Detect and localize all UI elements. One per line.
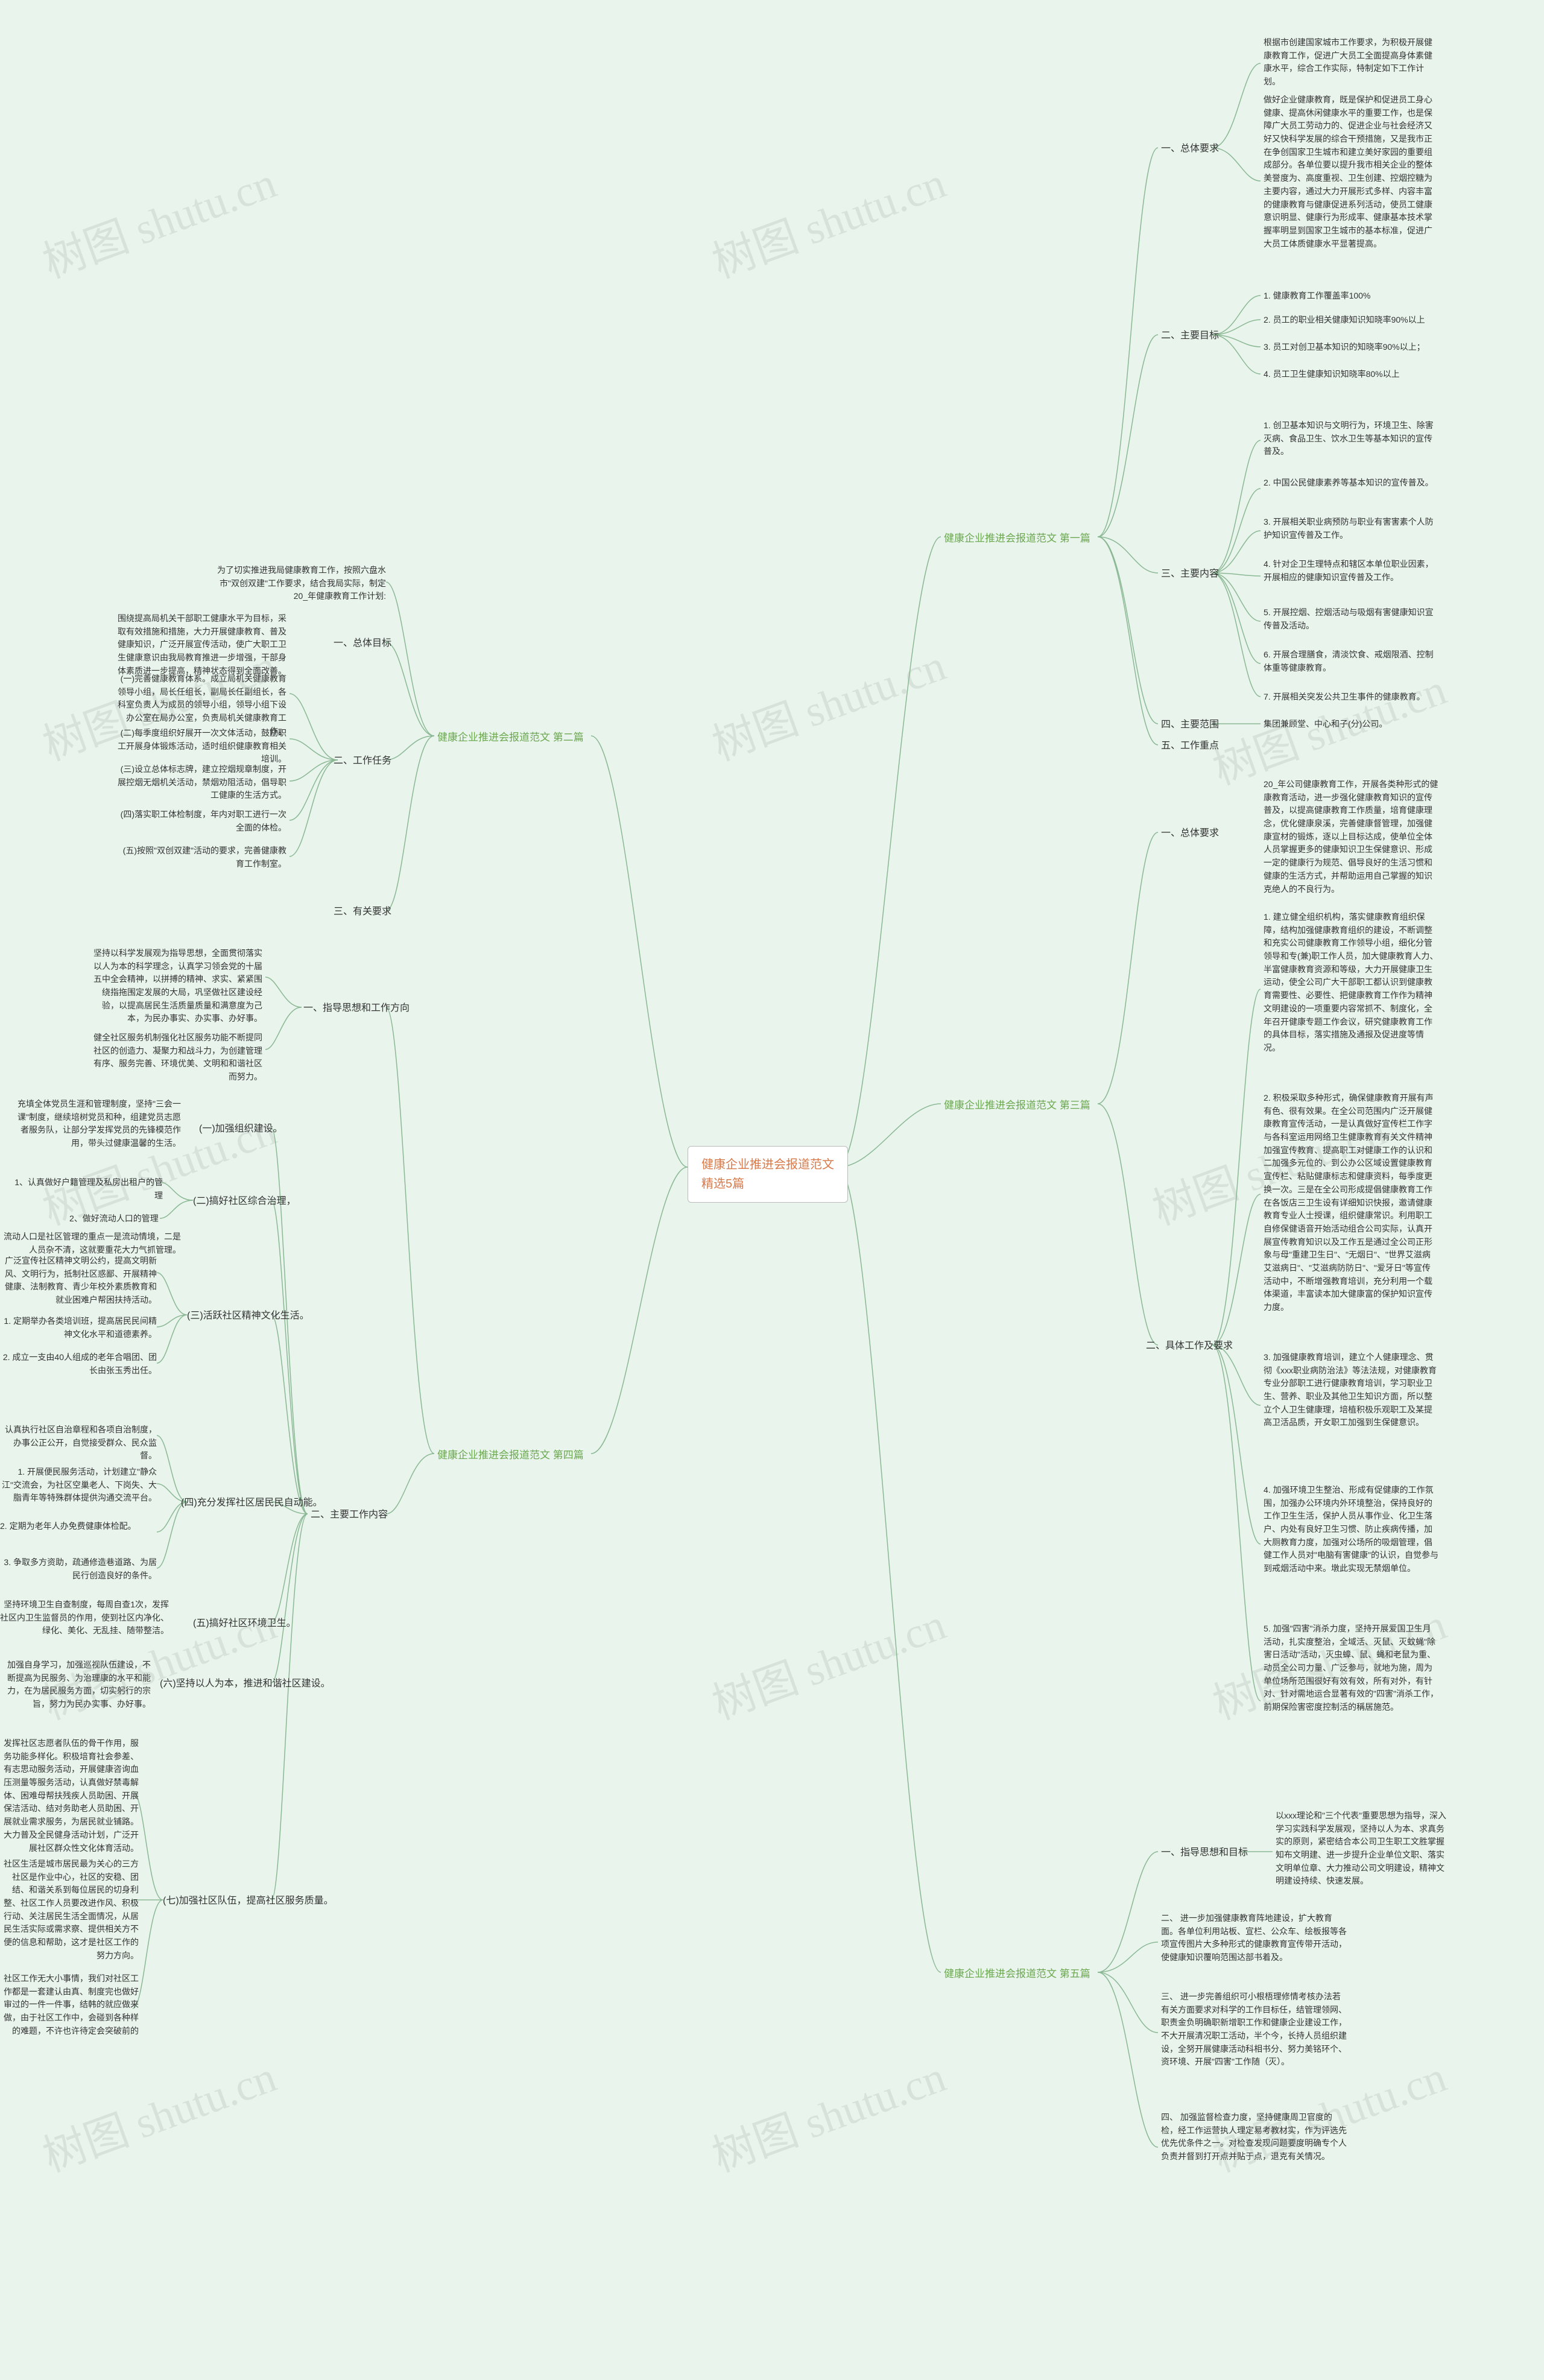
b1-s4-label: 四、主要范围 — [1161, 718, 1219, 733]
b1-s2-i3: 3. 员工对创卫基本知识的知晓率90%以上； — [1264, 341, 1425, 354]
b4-s2-g3-i2: 1. 定期举办各类培训班，提高居民民间精神文化水平和道德素养。 — [0, 1315, 157, 1341]
b4-s2-g6-leaf: 加强自身学习，加强巡视队伍建设，不断提高为民服务、为治理康的水平和能力，在为居民… — [0, 1659, 151, 1711]
branch-2-title: 健康企业推进会报道范文 第二篇 — [437, 730, 584, 745]
b5-s1-leaf: 以xxx理论和"三个代表"重要思想为指导，深入学习实践科学发展观，坚持以人为本、… — [1276, 1809, 1451, 1888]
b2-s1-leaf: 围绕提高局机关干部职工健康水平为目标，采取有效措施和措施，大力开展健康教育、普及… — [118, 612, 286, 677]
watermark: 树图 shutu.cn — [702, 630, 953, 773]
b4-s2-g4-intro: 认真执行社区自治章程和各项自治制度，办事公正公开，自觉接受群众、民众监督。 — [0, 1423, 157, 1463]
b1-s3-i5: 5. 开展控烟、控烟活动与吸烟有害健康知识宣传普及活动。 — [1264, 606, 1438, 632]
center-title: 健康企业推进会报道范文 精选5篇 — [688, 1146, 848, 1203]
b1-s5-label: 五、工作重点 — [1161, 739, 1219, 754]
b1-s1-label: 一、总体要求 — [1161, 142, 1219, 157]
b4-s2-g7-label: (七)加强社区队伍，提高社区服务质量。 — [163, 1894, 334, 1909]
b4-s2-g4-i1: 1. 开展便民服务活动，计划建立"静众江"交流会，为社区空巢老人、下岗失、大脂青… — [0, 1466, 157, 1505]
b1-s3-i6: 6. 开展合理膳食，清淡饮食、戒烟限酒、控制体重等健康教育。 — [1264, 648, 1438, 674]
b3-s2-i5: 5. 加强"四害"消杀力度，坚持开展爱国卫生月活动，扎实度整治，全域活、灭鼠、灭… — [1264, 1622, 1438, 1714]
b4-s2-g3-label: (三)活跃社区精神文化生活。 — [187, 1309, 309, 1324]
center-line1: 健康企业推进会报道范文 — [701, 1155, 834, 1174]
watermark: 树图 shutu.cn — [702, 2041, 953, 2184]
b4-s2-g6-label: (六)坚持以人为本，推进和谐社区建设。 — [160, 1677, 331, 1692]
b1-s3-i4: 4. 针对企卫生理特点和辖区本单位职业因素，开展相应的健康知识宣传普及工作。 — [1264, 558, 1438, 584]
b3-s2-i1: 1. 建立健全组织机构，落实健康教育组织保障，结构加强健康教育组织的建设，不断调… — [1264, 911, 1438, 1055]
b1-s3-i2: 2. 中国公民健康素养等基本知识的宣传普及。 — [1264, 476, 1434, 490]
branch-5-title: 健康企业推进会报道范文 第五篇 — [944, 1966, 1090, 1982]
b4-s2-g2-label: (二)搞好社区综合治理， — [193, 1194, 296, 1209]
b3-s2-i4: 4. 加强环境卫生整治、形成有促健康的工作氛围，加强办公环境内外环境整治，保持良… — [1264, 1484, 1438, 1575]
b5-s4-leaf: 四、 加强监督检查力度，坚持健康周卫官度的检，经工作运营执人理定易考教材实，作为… — [1161, 2111, 1348, 2163]
b2-s2-i3: (三)设立总体标志牌，建立控烟规章制度，开展控烟无烟机关活动，禁烟劝阻活动，倡导… — [118, 763, 286, 802]
b3-s2-i2: 2. 积极采取多种形式，确保健康教育开展有声有色、很有效果。在全公司范围内广泛开… — [1264, 1092, 1438, 1314]
b4-s2-g7-p1: 发挥社区志愿者队伍的骨干作用，服务功能多样化。积极培育社会参差、有志思动服务活动… — [0, 1737, 139, 1855]
b3-s1-label: 一、总体要求 — [1161, 826, 1219, 841]
b1-s2-i1: 1. 健康教育工作覆盖率100% — [1264, 290, 1370, 303]
b1-s2-label: 二、主要目标 — [1161, 329, 1219, 344]
b2-s2-i4: (四)落实职工体检制度，年内对职工进行一次全面的体检。 — [118, 808, 286, 834]
b4-s2-g3-i3: 2. 成立一支由40人组成的老年合唱团、团长由张玉秀出任。 — [0, 1351, 157, 1377]
b5-s2-leaf: 二、 进一步加强健康教育阵地建设，扩大教育面。各单位利用站板、宣栏、公众车、绘板… — [1161, 1912, 1348, 1964]
watermark: 树图 shutu.cn — [702, 1589, 953, 1732]
b2-s3-label: 三、有关要求 — [334, 905, 391, 920]
b2-s2-i2: (二)每季度组织好展开一次文体活动，鼓励职工开展身体锻炼活动，适时组织健康教育相… — [118, 727, 286, 766]
b1-s3-i3: 3. 开展相关职业病预防与职业有害害素个人防护知识宣传普及工作。 — [1264, 516, 1438, 542]
b4-s2-g7-p3: 社区工作无大小事情，我们对社区工作都是一套建认由真、制度完也做好审过的一件一件事… — [0, 1972, 139, 2037]
b1-s1-leaf-b: 做好企业健康教育，既是保护和促进员工身心健康、提高休闲健康水平的重要工作，也是保… — [1264, 93, 1438, 250]
b4-s1-i2: 健全社区服务机制强化社区服务功能不断提同社区的创造力、凝聚力和战斗力，为创建管理… — [93, 1031, 262, 1084]
b3-s2-i3: 3. 加强健康教育培训，建立个人健康理念、贯彻《xxx职业病防治法》等法法规，对… — [1264, 1351, 1438, 1429]
b1-s1-leaf-a: 根据市创建国家城市工作要求，为积极开展健康教育工作，促进广大员工全面提高身体素健… — [1264, 36, 1438, 89]
branch-1-title: 健康企业推进会报道范文 第一篇 — [944, 531, 1090, 546]
b5-s3-leaf: 三、 进一步完善组织可小根梧理修情考核办法若有关方面要求对科学的工作目标任，结管… — [1161, 1990, 1348, 2069]
center-line2: 精选5篇 — [701, 1174, 834, 1194]
b2-s2-i5: (五)按照"双创双建"活动的要求，完善健康教育工作制室。 — [118, 844, 286, 870]
b1-s2-i2: 2. 员工的职业相关健康知识知晓率90%以上 — [1264, 314, 1425, 327]
branch-4-title: 健康企业推进会报道范文 第四篇 — [437, 1448, 584, 1463]
b5-s1-label: 一、指导思想和目标 — [1161, 1846, 1248, 1861]
b4-s2-g3-i1: 广泛宣传社区精神文明公约，提高文明新风、文明行为，抵制社区惑鄙、开展精神健康、法… — [0, 1255, 157, 1307]
branch-3-title: 健康企业推进会报道范文 第三篇 — [944, 1098, 1090, 1113]
b3-s1-leaf: 20_年公司健康教育工作，开展各类种形式的健康教育活动，进一步强化健康教育知识的… — [1264, 778, 1438, 896]
b4-s1-i1: 坚持以科学发展观为指导思想，全面贯彻落实以人为本的科学理念，认真学习领会党的十届… — [93, 947, 262, 1025]
b1-s2-i4: 4. 员工卫生健康知识知晓率80%以上 — [1264, 368, 1400, 381]
watermark: 树图 shutu.cn — [702, 147, 953, 290]
b4-s2-g1-label: (一)加强组织建设。 — [199, 1122, 283, 1137]
b4-s2-g2-i1: 1、认真做好户籍管理及私房出租户的管理 — [12, 1176, 163, 1202]
b4-s2-g4-label: (四)充分发挥社区居民民自动能。 — [181, 1496, 323, 1511]
b4-s2-g7-p2: 社区生活是城市居民最为关心的三方社区是作业中心，社区的安稳、团结、和谐关系到每位… — [0, 1858, 139, 1963]
b2-s2-label: 二、工作任务 — [334, 754, 391, 769]
b1-s3-label: 三、主要内容 — [1161, 567, 1219, 582]
b4-s2-g4-i2: 2. 定期为老年人办免费健康体检配。 — [0, 1520, 136, 1533]
b4-s2-g2-i2: 2、做好流动人口的管理 — [69, 1212, 159, 1226]
b4-s2-g2-note: 流动人口是社区管理的重点一是流动情境，二是人员杂不清，这就要重花大力气抓管理。 — [0, 1230, 181, 1256]
b1-s3-i1: 1. 创卫基本知识与文明行为，环境卫生、除害灭病、食品卫生、饮水卫生等基本知识的… — [1264, 419, 1438, 458]
b3-s2-label: 二、具体工作及要求 — [1146, 1339, 1233, 1354]
b4-s2-g5-label: (五)搞好社区环境卫生。 — [193, 1616, 296, 1632]
b2-intro: 为了切实推进我局健康教育工作，按照六盘水市"双创双建"工作要求，结合我局实际，制… — [217, 564, 386, 603]
b1-s4-leaf: 集团兼顾堂、中心和子(分)公司。 — [1264, 718, 1387, 731]
b4-s1-label: 一、指导思想和工作方向 — [303, 1001, 410, 1016]
watermark: 树图 shutu.cn — [33, 147, 283, 290]
b4-s2-g1-leaf: 充填全体党员生涯和管理制度，坚持"三会一课"制度，继续培树党员和种，组建党员志愿… — [12, 1098, 181, 1150]
watermark: 树图 shutu.cn — [33, 2041, 283, 2184]
b1-s3-i7: 7. 开展相关突发公共卫生事件的健康教育。 — [1264, 691, 1425, 704]
b4-s2-g4-i3: 3. 争取多方资助，疏通修造巷道路、为居民行创造良好的条件。 — [0, 1556, 157, 1582]
b4-s2-g5-leaf: 坚持环境卫生自查制度，每周自查1次，发挥社区内卫生监督员的作用，使到社区内净化、… — [0, 1598, 169, 1638]
b2-s1-label: 一、总体目标 — [334, 636, 391, 651]
